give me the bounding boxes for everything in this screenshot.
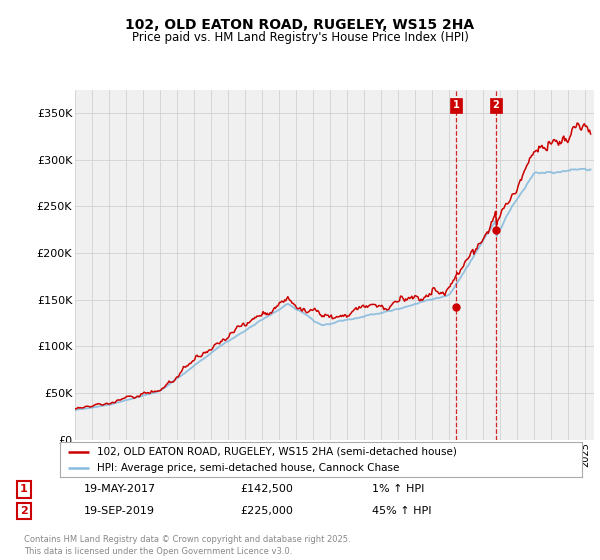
- Text: 1% ↑ HPI: 1% ↑ HPI: [372, 484, 424, 494]
- Text: Price paid vs. HM Land Registry's House Price Index (HPI): Price paid vs. HM Land Registry's House …: [131, 31, 469, 44]
- Text: 1: 1: [452, 100, 459, 110]
- Text: 102, OLD EATON ROAD, RUGELEY, WS15 2HA: 102, OLD EATON ROAD, RUGELEY, WS15 2HA: [125, 18, 475, 32]
- Text: 2: 2: [492, 100, 499, 110]
- Text: 2: 2: [20, 506, 28, 516]
- Text: Contains HM Land Registry data © Crown copyright and database right 2025.
This d: Contains HM Land Registry data © Crown c…: [24, 535, 350, 556]
- Text: HPI: Average price, semi-detached house, Cannock Chase: HPI: Average price, semi-detached house,…: [97, 464, 399, 473]
- Text: 1: 1: [20, 484, 28, 494]
- Text: 19-SEP-2019: 19-SEP-2019: [84, 506, 155, 516]
- Text: 19-MAY-2017: 19-MAY-2017: [84, 484, 156, 494]
- Text: £225,000: £225,000: [240, 506, 293, 516]
- Text: 45% ↑ HPI: 45% ↑ HPI: [372, 506, 431, 516]
- Text: 102, OLD EATON ROAD, RUGELEY, WS15 2HA (semi-detached house): 102, OLD EATON ROAD, RUGELEY, WS15 2HA (…: [97, 447, 457, 457]
- Text: £142,500: £142,500: [240, 484, 293, 494]
